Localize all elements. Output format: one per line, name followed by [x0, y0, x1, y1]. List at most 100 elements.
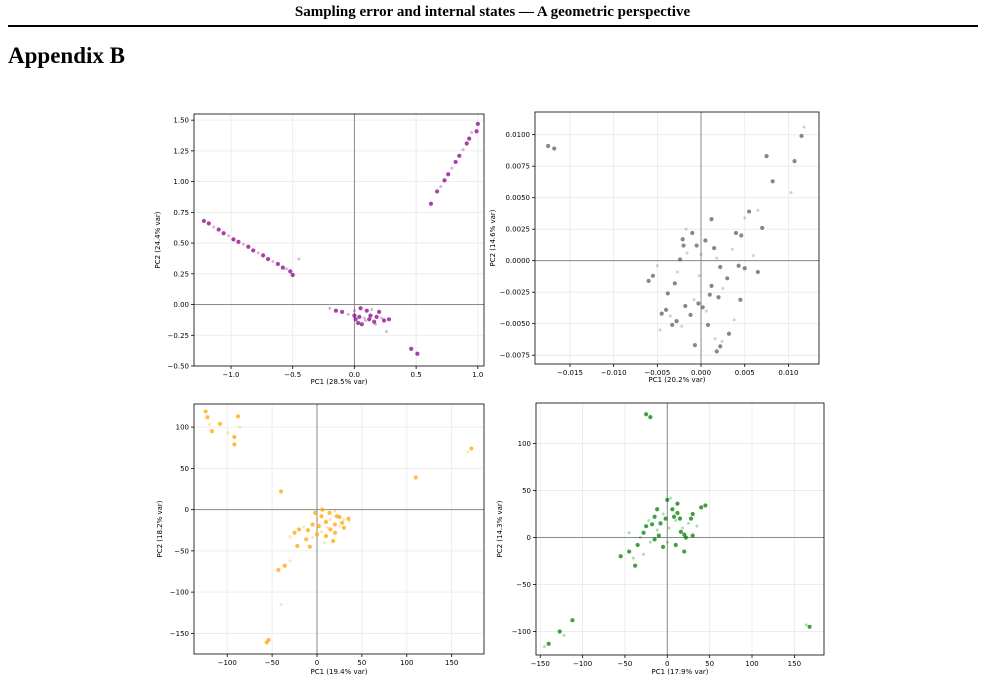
data-point — [695, 524, 699, 528]
data-point — [205, 415, 210, 420]
data-point — [718, 264, 723, 270]
data-point — [665, 540, 669, 544]
data-point — [256, 251, 260, 255]
data-point — [667, 526, 671, 530]
x-axis-label: PC1 (17.9% var) — [651, 668, 708, 676]
data-point — [718, 344, 723, 349]
data-point — [446, 172, 451, 177]
x-tick-label: −50 — [265, 659, 280, 667]
data-point — [266, 637, 271, 643]
data-point — [659, 311, 664, 316]
data-point — [212, 225, 216, 229]
data-point — [638, 535, 642, 539]
data-point — [680, 237, 685, 242]
x-axis-label: PC1 (20.2% var) — [648, 376, 705, 384]
y-tick-label: 0.75 — [173, 209, 189, 217]
data-point — [261, 253, 266, 258]
data-point — [328, 306, 332, 310]
data-point — [648, 540, 652, 544]
data-point — [241, 242, 245, 246]
data-point — [385, 330, 389, 334]
data-point — [313, 510, 318, 516]
data-point — [730, 247, 734, 251]
data-point — [340, 520, 345, 525]
title-rule — [8, 25, 978, 27]
y-tick-label: 0.50 — [173, 240, 189, 248]
data-point — [764, 154, 769, 159]
data-point — [381, 318, 387, 323]
data-point — [450, 166, 454, 170]
data-point — [743, 216, 747, 220]
data-point — [647, 519, 651, 523]
data-point — [216, 227, 221, 232]
y-tick-label: 50 — [522, 487, 531, 495]
data-point — [655, 528, 659, 532]
data-point — [627, 549, 632, 554]
y-tick-label: 100 — [176, 424, 189, 432]
data-point — [696, 301, 701, 306]
data-point — [760, 225, 765, 231]
data-point — [546, 143, 551, 149]
data-point — [707, 292, 712, 297]
data-point — [712, 245, 717, 251]
data-point — [232, 442, 237, 447]
data-point — [704, 309, 708, 313]
data-point — [792, 159, 797, 164]
data-point — [674, 519, 678, 523]
data-point — [201, 218, 206, 224]
data-point — [656, 533, 661, 538]
data-point — [337, 524, 341, 528]
data-point — [342, 518, 346, 522]
x-tick-label: 100 — [400, 659, 413, 667]
y-tick-label: 1.50 — [173, 117, 189, 125]
x-tick-label: −100 — [218, 659, 237, 667]
data-point — [542, 645, 546, 649]
y-tick-label: 1.00 — [173, 178, 189, 186]
data-point — [658, 521, 663, 526]
data-point — [686, 521, 690, 525]
data-point — [290, 272, 295, 278]
data-point — [670, 507, 675, 512]
y-tick-label: 0.0050 — [506, 194, 531, 202]
data-point — [285, 267, 289, 271]
data-point — [415, 351, 420, 356]
data-point — [688, 516, 694, 521]
data-point — [320, 507, 325, 512]
data-point — [469, 446, 474, 451]
data-point — [265, 256, 271, 262]
data-point — [802, 125, 806, 129]
data-point — [439, 185, 443, 189]
data-point — [677, 516, 683, 521]
data-point — [756, 208, 760, 212]
data-point — [334, 514, 339, 519]
data-point — [311, 536, 315, 540]
data-point — [236, 239, 241, 244]
y-tick-label: −50 — [516, 581, 531, 589]
y-axis-label: PC2 (14.3% var) — [496, 500, 504, 557]
data-point — [649, 522, 655, 527]
y-tick-label: 50 — [180, 465, 189, 473]
data-point — [328, 527, 333, 532]
data-point — [372, 319, 377, 324]
data-point — [315, 518, 319, 522]
data-point — [271, 260, 275, 264]
data-point — [296, 527, 302, 532]
data-point — [333, 509, 337, 513]
data-point — [677, 257, 683, 262]
data-point — [319, 530, 323, 534]
data-point — [635, 542, 640, 548]
data-point — [457, 153, 462, 158]
data-point — [692, 343, 698, 348]
y-tick-label: 0.0100 — [506, 131, 531, 139]
data-point — [673, 542, 678, 548]
data-point — [703, 238, 708, 243]
y-axis-label: PC2 (18.2% var) — [156, 500, 164, 557]
data-point — [238, 425, 242, 429]
y-tick-label: 1.25 — [173, 147, 189, 155]
data-point — [736, 263, 741, 268]
data-point — [367, 317, 372, 322]
data-point — [373, 322, 377, 326]
data-point — [206, 221, 211, 226]
data-point — [675, 501, 680, 506]
y-tick-label: −0.0075 — [500, 352, 530, 360]
